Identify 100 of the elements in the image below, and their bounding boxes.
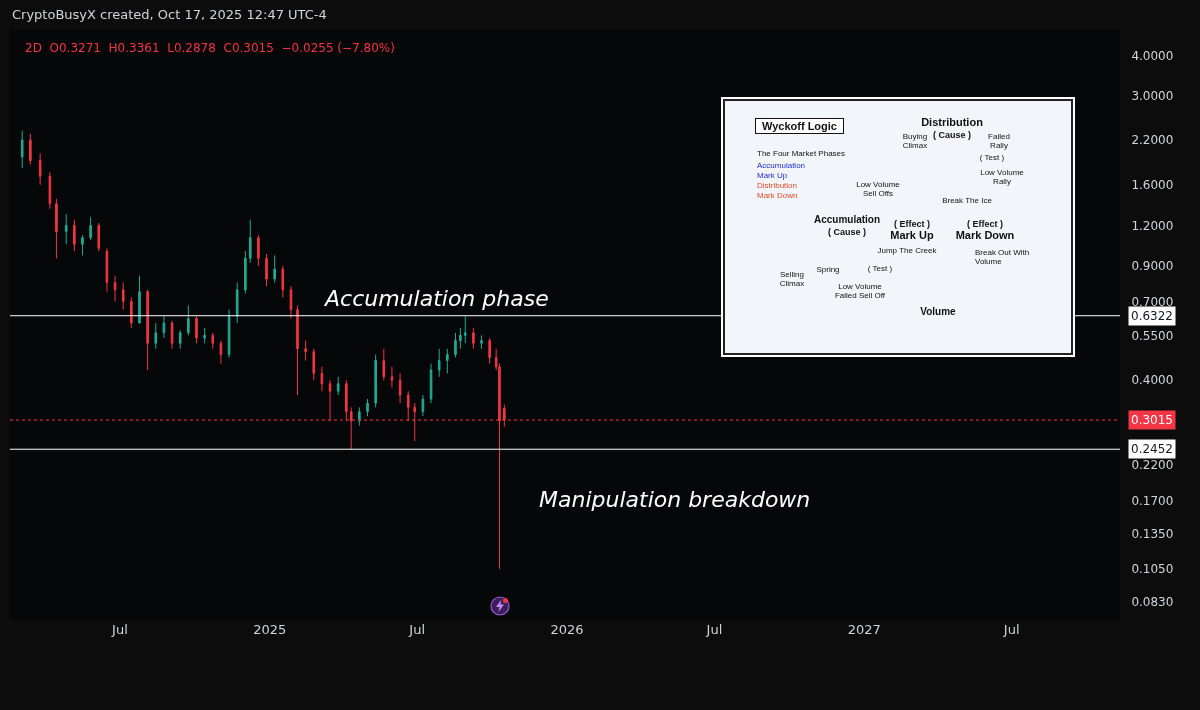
candlestick bbox=[265, 253, 268, 287]
candlestick bbox=[459, 327, 462, 350]
candlestick bbox=[195, 315, 198, 344]
annotation: ( Effect ) bbox=[967, 219, 1003, 229]
annotation: Distribution bbox=[921, 116, 983, 128]
x-tick-label: 2026 bbox=[550, 622, 584, 637]
y-tick-label: 0.4000 bbox=[1131, 373, 1174, 388]
candlestick bbox=[488, 337, 491, 365]
annotation: ( Cause ) bbox=[932, 130, 972, 140]
annotation: Accumulation bbox=[813, 213, 881, 225]
candlestick bbox=[289, 285, 293, 319]
candlestick bbox=[336, 376, 340, 396]
x-tick-label: 2027 bbox=[847, 622, 881, 637]
candlestick bbox=[437, 348, 441, 378]
candlestick bbox=[81, 234, 84, 256]
text: 2D O0.3271 H0.3361 L0.2878 C0.3015 −0.0255 (−7.80%) bbox=[25, 41, 395, 55]
y-tick-label: 0.1050 bbox=[1131, 561, 1174, 576]
x-tick-label: Jul bbox=[705, 622, 723, 637]
annotation: Low Volume Rally bbox=[980, 168, 1024, 186]
annotation: Buying Climax bbox=[902, 132, 928, 150]
candlestick bbox=[48, 171, 52, 210]
y-tick-label: 0.1700 bbox=[1131, 494, 1174, 509]
annotation: Break The Ice bbox=[942, 195, 992, 205]
x-tick-label: Jul bbox=[1002, 622, 1020, 637]
ref-line-label: 0.2452 bbox=[1131, 442, 1173, 456]
annotation: Spring bbox=[816, 264, 840, 274]
y-tick-label: 4.0000 bbox=[1131, 48, 1174, 63]
annotation: The Four Market Phases bbox=[757, 148, 846, 158]
candlestick bbox=[187, 304, 190, 336]
candlestick bbox=[29, 133, 32, 165]
candlestick bbox=[281, 265, 285, 298]
candlestick bbox=[296, 304, 299, 396]
y-tick-label: 1.2000 bbox=[1131, 218, 1174, 233]
annotation: ( Effect ) bbox=[894, 219, 930, 229]
annotation: Jump The Creek bbox=[877, 245, 937, 255]
annotation: Mark Up bbox=[757, 170, 788, 180]
candlestick bbox=[398, 372, 402, 404]
candlestick bbox=[227, 309, 231, 359]
candlestick bbox=[463, 315, 467, 344]
annotation: Distribution bbox=[757, 180, 798, 190]
x-tick-label: Jul bbox=[111, 622, 128, 637]
text: Wyckoff Logic bbox=[755, 118, 844, 134]
candlestick bbox=[211, 332, 215, 350]
candlestick bbox=[366, 398, 369, 417]
candlestick bbox=[73, 219, 76, 252]
candlestick bbox=[97, 222, 101, 252]
candlestick bbox=[312, 348, 316, 381]
y-tick-label: 2.2000 bbox=[1131, 133, 1174, 148]
candlestick bbox=[320, 366, 324, 392]
annotation: Selling Climax bbox=[779, 270, 805, 288]
annotation: Mark Down bbox=[757, 190, 798, 200]
candlestick bbox=[304, 340, 307, 362]
annotation: Mark Down bbox=[955, 229, 1015, 241]
y-tick-label: 0.0830 bbox=[1131, 595, 1174, 610]
y-tick-label: 0.5500 bbox=[1131, 328, 1174, 343]
annotation: Mark Up bbox=[890, 229, 934, 241]
annotation: Accumulation phase bbox=[323, 286, 549, 311]
y-tick-label: 0.1350 bbox=[1131, 526, 1174, 541]
annotation: ( Cause ) bbox=[827, 227, 867, 237]
candlestick bbox=[89, 216, 92, 241]
candlestick bbox=[203, 327, 206, 344]
candlestick bbox=[257, 234, 260, 267]
annotation: Failed Rally bbox=[988, 132, 1010, 150]
annotation: Low Volume Sell Offs bbox=[856, 180, 900, 198]
candlestick bbox=[382, 348, 386, 381]
annotation: ( Test ) bbox=[867, 263, 893, 273]
candlestick bbox=[55, 198, 58, 259]
candlestick bbox=[273, 254, 276, 284]
candlestick bbox=[429, 363, 433, 404]
y-tick-label: 0.2200 bbox=[1131, 457, 1174, 472]
candlestick bbox=[454, 332, 457, 359]
candlestick bbox=[20, 130, 24, 169]
y-tick-label: 0.7000 bbox=[1131, 294, 1174, 309]
candlestick bbox=[374, 354, 377, 408]
candlestick bbox=[146, 289, 149, 371]
annotation: Break Out With Volume bbox=[975, 248, 1030, 266]
y-tick-label: 0.9000 bbox=[1131, 259, 1174, 274]
candlestick bbox=[64, 213, 68, 245]
candlestick bbox=[178, 329, 182, 350]
candlestick bbox=[113, 275, 117, 302]
annotation: Accumulation bbox=[757, 160, 806, 170]
y-tick-label: 1.6000 bbox=[1131, 178, 1174, 193]
candlestick bbox=[105, 247, 109, 293]
candlestick bbox=[121, 282, 125, 311]
chart-title: CryptoBusyX created, Oct 17, 2025 12:47 UTC-4 bbox=[12, 7, 327, 22]
candlestick bbox=[130, 296, 133, 329]
y-tick-label: 3.0000 bbox=[1131, 89, 1174, 104]
candlestick bbox=[244, 250, 247, 295]
candlestick bbox=[170, 320, 174, 350]
ref-line-label: 0.6322 bbox=[1131, 309, 1173, 323]
candlestick bbox=[421, 394, 425, 417]
annotation: Volume bbox=[920, 305, 956, 317]
candlestick bbox=[38, 152, 42, 186]
candlestick bbox=[219, 340, 223, 365]
x-tick-label: 2025 bbox=[253, 622, 287, 637]
candlestick bbox=[480, 334, 483, 350]
annotation: Manipulation breakdown bbox=[539, 487, 811, 512]
candlestick bbox=[390, 366, 394, 388]
candlestick bbox=[446, 348, 449, 374]
candlestick bbox=[154, 322, 158, 350]
